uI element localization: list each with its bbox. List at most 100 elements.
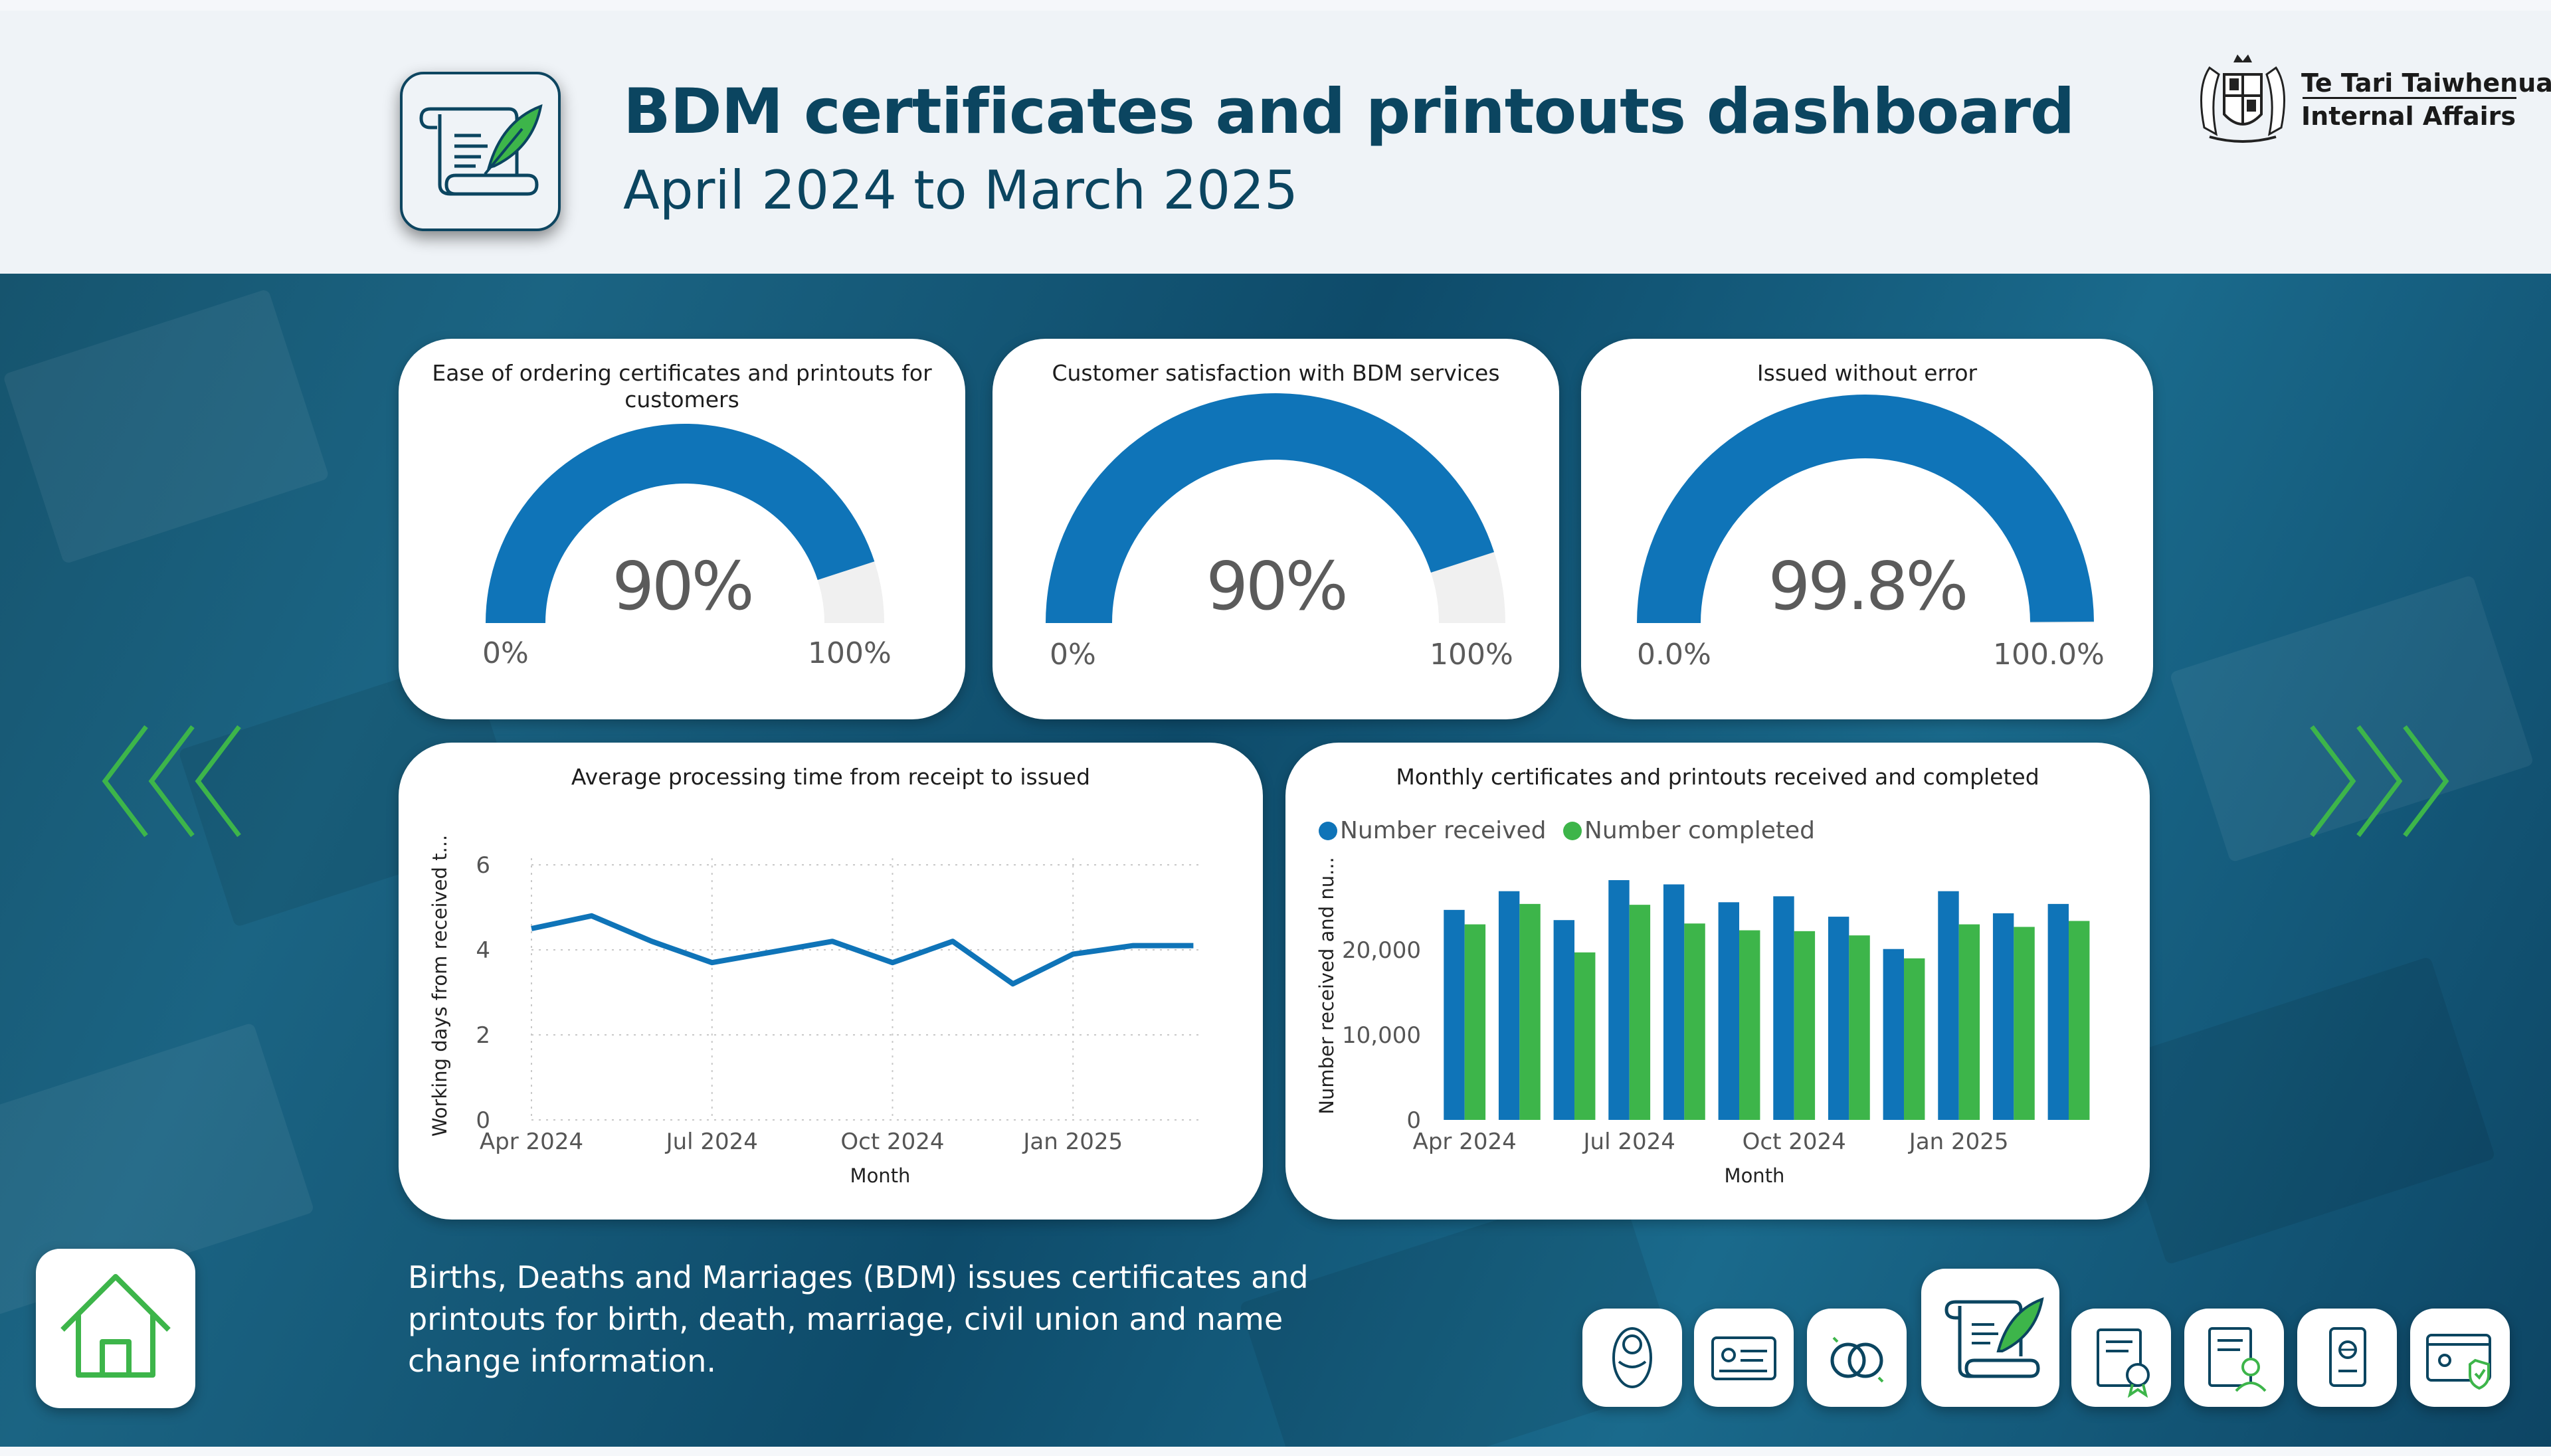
x-axis-title: Month bbox=[850, 1164, 911, 1187]
x-tick-label: Jul 2024 bbox=[665, 1129, 758, 1155]
passport-icon bbox=[2329, 1327, 2366, 1387]
nav-birth-button[interactable] bbox=[1582, 1309, 1682, 1407]
legend-item-completed[interactable]: Number completed bbox=[1562, 817, 1815, 844]
bar-received[interactable] bbox=[1992, 913, 2014, 1120]
logo-divider bbox=[2303, 97, 2516, 99]
gauge-max-label: 100% bbox=[808, 636, 892, 670]
home-button[interactable] bbox=[36, 1249, 195, 1408]
x-tick-label: Jan 2025 bbox=[1022, 1129, 1123, 1155]
nav-online-services-button[interactable] bbox=[2410, 1309, 2510, 1407]
gauge-arc bbox=[1637, 394, 2094, 623]
id-card-icon bbox=[1711, 1336, 1776, 1380]
gauge-card-satisfaction: Customer satisfaction with BDM services … bbox=[992, 339, 1559, 719]
person-document-icon bbox=[2208, 1327, 2267, 1392]
gauge-max-label: 100% bbox=[1430, 638, 1513, 672]
nav-certificates-button[interactable] bbox=[1921, 1269, 2059, 1407]
line-chart-card: Average processing time from receipt to … bbox=[399, 743, 1263, 1220]
y-tick-label: 0 bbox=[476, 1107, 490, 1134]
nav-id-button[interactable] bbox=[1694, 1309, 1794, 1407]
gauge-card-ease: Ease of ordering certificates and printo… bbox=[399, 339, 965, 719]
nav-passport-button[interactable] bbox=[2297, 1309, 2397, 1407]
bar-completed[interactable] bbox=[1904, 958, 1925, 1120]
y-tick-label: 0 bbox=[1406, 1107, 1421, 1134]
scroll-quill-icon bbox=[400, 72, 561, 231]
y-axis-title: Working days from received t... bbox=[428, 835, 451, 1137]
gauge-arc bbox=[1046, 393, 1505, 623]
legend-label: Number completed bbox=[1584, 817, 1815, 844]
gauge-fill bbox=[1046, 393, 1495, 623]
nav-marriage-button[interactable] bbox=[1807, 1309, 1907, 1407]
chart-legend: Number received Number completed bbox=[1319, 817, 1824, 844]
internal-affairs-logo[interactable]: Te Tari Taiwhenua Internal Affairs bbox=[2190, 48, 2551, 147]
chart-title: Average processing time from receipt to … bbox=[571, 764, 1091, 790]
bar-received[interactable] bbox=[2047, 903, 2069, 1120]
bar-received[interactable] bbox=[1608, 880, 1630, 1120]
baby-icon bbox=[1612, 1327, 1652, 1388]
bar-received[interactable] bbox=[1938, 891, 1959, 1120]
bar-completed[interactable] bbox=[1519, 903, 1541, 1120]
bar-completed[interactable] bbox=[1739, 930, 1760, 1120]
y-tick-label: 6 bbox=[476, 852, 490, 879]
bar-received[interactable] bbox=[1444, 909, 1465, 1120]
bar-received[interactable] bbox=[1773, 896, 1794, 1120]
bar-chart-card: Monthly certificates and printouts recei… bbox=[1285, 743, 2150, 1220]
bar-received[interactable] bbox=[1883, 949, 1905, 1120]
page-subtitle: April 2024 to March 2025 bbox=[623, 159, 1298, 221]
y-axis-title: Number received and nu... bbox=[1315, 857, 1338, 1115]
legend-label: Number received bbox=[1340, 817, 1547, 844]
gauge-fill bbox=[1637, 394, 2094, 623]
nav-official-certificate-button[interactable] bbox=[2071, 1309, 2171, 1407]
gauge-min-label: 0.0% bbox=[1637, 638, 1711, 672]
series-line[interactable] bbox=[531, 913, 1194, 987]
bar-completed[interactable] bbox=[1629, 905, 1651, 1120]
line-chart: 0 2 4 6 Apr 2024 Jul 2024 Oct 2024 Jan 2025 Mont… bbox=[428, 835, 1202, 1187]
background-tile bbox=[2101, 956, 2496, 1265]
y-tick-label: 2 bbox=[476, 1022, 490, 1049]
gauge-value: 99.8% bbox=[1768, 547, 1969, 625]
bar-completed[interactable] bbox=[1849, 935, 1870, 1120]
x-tick-label: Apr 2024 bbox=[480, 1129, 583, 1155]
legend-dot bbox=[1319, 822, 1337, 840]
gauge-fill bbox=[486, 424, 875, 623]
description-text: Births, Deaths and Marriages (BDM) issue… bbox=[408, 1259, 1309, 1379]
nav-name-change-button[interactable] bbox=[2184, 1309, 2284, 1407]
bar-received[interactable] bbox=[1663, 884, 1685, 1120]
gauge-min-label: 0% bbox=[1050, 638, 1096, 672]
bar-completed[interactable] bbox=[1464, 924, 1486, 1120]
legend-item-received[interactable]: Number received bbox=[1319, 817, 1546, 844]
bar-received[interactable] bbox=[1553, 920, 1575, 1120]
gauge-title: Issued without error bbox=[1756, 360, 1978, 386]
bar-received[interactable] bbox=[1718, 902, 1740, 1120]
logo-line-1: Te Tari Taiwhenua bbox=[2301, 68, 2551, 98]
page-title: BDM certificates and printouts dashboard bbox=[623, 76, 2075, 148]
y-tick-label: 4 bbox=[476, 937, 490, 964]
x-tick-label: Jan 2025 bbox=[1908, 1129, 2009, 1155]
bar-received[interactable] bbox=[1828, 917, 1849, 1120]
chart-title: Monthly certificates and printouts recei… bbox=[1396, 764, 2039, 790]
x-tick-label: Apr 2024 bbox=[1413, 1129, 1517, 1155]
gauge-value: 90% bbox=[1206, 547, 1348, 625]
bar-completed[interactable] bbox=[2014, 927, 2035, 1120]
gauge-min-label: 0% bbox=[482, 636, 529, 670]
next-page-chevron-icon[interactable] bbox=[2305, 724, 2451, 838]
bar-completed[interactable] bbox=[2069, 921, 2090, 1120]
bar-received[interactable] bbox=[1498, 891, 1520, 1120]
coat-of-arms-icon bbox=[2200, 54, 2285, 143]
x-tick-label: Jul 2024 bbox=[1582, 1129, 1675, 1155]
previous-page-chevron-icon[interactable] bbox=[100, 724, 246, 838]
x-tick-label: Oct 2024 bbox=[840, 1129, 944, 1155]
y-tick-label: 10,000 bbox=[1342, 1022, 1421, 1049]
gauge-arc bbox=[486, 424, 884, 623]
x-axis-title: Month bbox=[1725, 1164, 1785, 1187]
bar-chart: 0 10,000 20,000 Apr 2024 Jul 2024 Oct 2024 Jan… bbox=[1315, 857, 2090, 1187]
bar-completed[interactable] bbox=[1684, 923, 1705, 1120]
gauge-card-error-free: Issued without error 99.8% 0.0% 100.0% bbox=[1581, 339, 2153, 719]
bar-completed[interactable] bbox=[1958, 924, 1980, 1120]
bar-completed[interactable] bbox=[1794, 931, 1816, 1120]
bar-completed[interactable] bbox=[1574, 952, 1596, 1120]
secure-web-icon bbox=[2426, 1334, 2491, 1390]
gauge-title: Ease of ordering certificates and printo… bbox=[432, 360, 932, 412]
rings-icon bbox=[1830, 1336, 1884, 1383]
background-tile bbox=[2, 288, 330, 565]
gauge-value: 90% bbox=[612, 547, 754, 625]
